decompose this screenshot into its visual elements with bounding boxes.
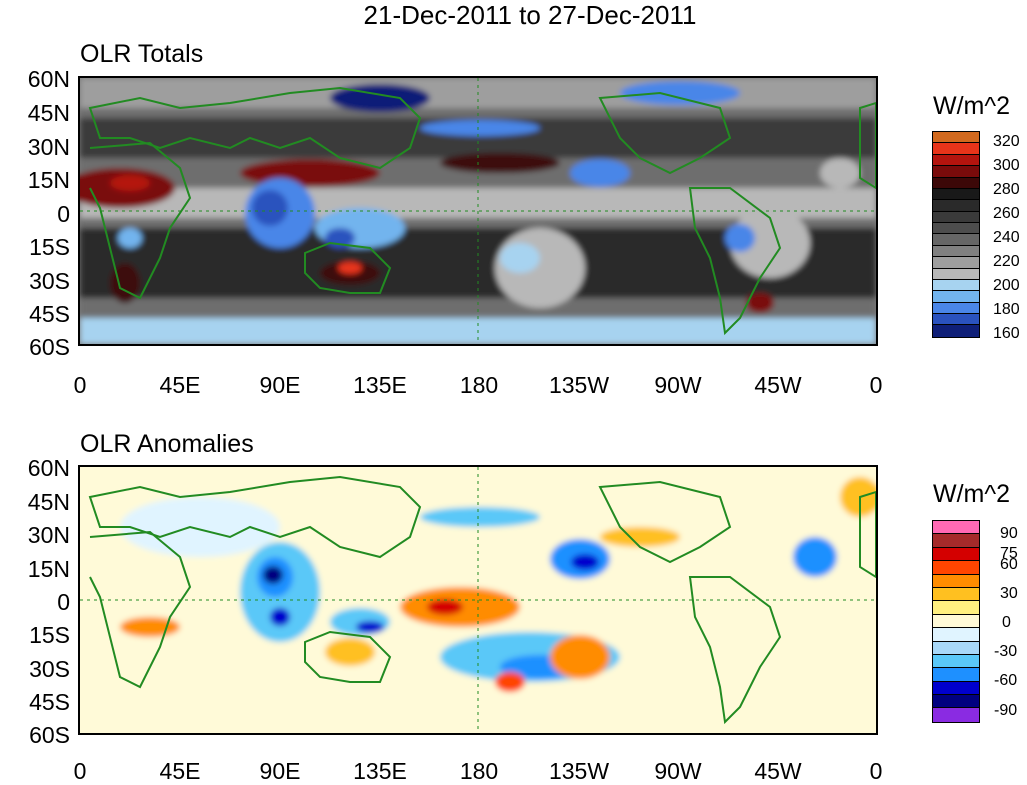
figure-title: 21-Dec-2011 to 27-Dec-2011	[363, 0, 697, 30]
colorbar-swatch	[933, 166, 979, 178]
colorbar-swatch	[933, 601, 979, 615]
colorbar-swatch	[933, 681, 979, 696]
colorbar-swatch	[933, 708, 979, 722]
anomalies-x-tick: 180	[459, 758, 499, 784]
anomalies-colorbar-label: 60	[1000, 556, 1018, 573]
colorbar-swatch	[933, 314, 979, 326]
colorbar-swatch	[933, 628, 979, 642]
colorbar-swatch	[933, 695, 979, 709]
anomalies-x-tick: 0	[869, 758, 883, 784]
colorbar-swatch	[933, 154, 979, 167]
colorbar-swatch	[933, 587, 979, 602]
colorbar-swatch	[933, 325, 979, 337]
totals-y-tick: 15N	[27, 167, 70, 193]
colorbar-swatch	[933, 245, 979, 258]
colorbar-swatch	[933, 268, 979, 280]
anomalies-x-tick: 90E	[259, 758, 301, 784]
colorbar-swatch	[933, 302, 979, 314]
totals-map-field	[80, 78, 876, 344]
anomalies-x-tick: 45W	[754, 758, 802, 784]
anomalies-y-tick: 60N	[27, 455, 70, 481]
totals-colorbar-label: 180	[993, 301, 1020, 318]
anomalies-y-tick: 45S	[29, 689, 70, 715]
totals-y-tick: 0	[57, 201, 70, 227]
anomalies-colorbar-label: -60	[994, 672, 1018, 689]
totals-y-tick: 15S	[29, 234, 70, 260]
colorbar-swatch	[933, 547, 979, 562]
totals-colorbar-label: 160	[993, 325, 1020, 342]
totals-x-tick: 45E	[159, 372, 201, 398]
totals-coastlines	[88, 86, 876, 336]
totals-x-tick: 0	[869, 372, 883, 398]
totals-x-tick: 135W	[548, 372, 610, 398]
totals-colorbar-units: W/m^2	[933, 92, 1011, 120]
anomalies-map	[78, 465, 878, 735]
colorbar-swatch	[933, 279, 979, 292]
anomalies-map-field	[80, 467, 876, 733]
totals-y-tick: 30S	[29, 268, 70, 294]
totals-x-tick: 90W	[654, 372, 702, 398]
totals-colorbar-label: 320	[993, 133, 1020, 150]
anomalies-x-tick: 90W	[654, 758, 702, 784]
anomalies-colorbar-label: 75	[1000, 545, 1018, 562]
anomalies-x-tick: 135W	[548, 758, 610, 784]
totals-x-tick: 180	[459, 372, 499, 398]
anomalies-y-tick: 45N	[27, 489, 70, 515]
colorbar-swatch	[933, 143, 979, 155]
totals-colorbar-label: 300	[993, 157, 1020, 174]
totals-colorbar-label: 240	[993, 229, 1020, 246]
colorbar-swatch	[933, 188, 979, 201]
totals-y-tick: 45S	[29, 301, 70, 327]
colorbar-swatch	[933, 534, 979, 548]
anomalies-colorbar-units: W/m^2	[933, 480, 1011, 508]
totals-colorbar-label: 280	[993, 181, 1020, 198]
colorbar-swatch	[933, 200, 979, 212]
anomalies-colorbar-label: 0	[1002, 614, 1011, 631]
colorbar-swatch	[933, 654, 979, 669]
colorbar-swatch	[933, 257, 979, 269]
colorbar-swatch	[933, 521, 979, 535]
totals-x-tick: 45W	[754, 372, 802, 398]
totals-colorbar-label: 200	[993, 277, 1020, 294]
colorbar-swatch	[933, 561, 979, 575]
colorbar-swatch	[933, 574, 979, 588]
anomalies-y-tick: 60S	[29, 722, 70, 748]
totals-colorbar-label: 220	[993, 253, 1020, 270]
totals-y-tick: 60N	[27, 66, 70, 92]
anomalies-y-tick: 0	[57, 589, 70, 615]
totals-y-tick: 30N	[27, 134, 70, 160]
colorbar-swatch	[933, 641, 979, 655]
anomalies-x-tick: 135E	[353, 758, 407, 784]
anomalies-x-tick: 45E	[159, 758, 201, 784]
colorbar-swatch	[933, 234, 979, 246]
totals-y-tick: 45N	[27, 100, 70, 126]
totals-panel-title: OLR Totals	[80, 40, 204, 68]
anomalies-coastlines	[88, 475, 876, 725]
anomalies-y-tick: 30N	[27, 522, 70, 548]
totals-y-tick: 60S	[29, 334, 70, 360]
anomalies-x-tick: 0	[73, 758, 87, 784]
anomalies-y-tick: 30S	[29, 656, 70, 682]
colorbar-swatch	[933, 291, 979, 303]
colorbar-swatch	[933, 223, 979, 235]
anomalies-y-tick: 15S	[29, 622, 70, 648]
anomalies-panel-title: OLR Anomalies	[80, 430, 254, 458]
anomalies-colorbar-label: -90	[994, 702, 1018, 719]
anomalies-colorbar-label: 30	[1000, 585, 1018, 602]
colorbar-swatch	[933, 132, 979, 144]
totals-colorbar-label: 260	[993, 205, 1020, 222]
colorbar-swatch	[933, 614, 979, 629]
anomalies-colorbar-label: -30	[994, 643, 1018, 660]
colorbar-swatch	[933, 668, 979, 682]
totals-x-tick: 90E	[259, 372, 301, 398]
colorbar-swatch	[933, 177, 979, 189]
totals-x-tick: 0	[73, 372, 87, 398]
anomalies-y-tick: 15N	[27, 556, 70, 582]
anomalies-colorbar	[932, 520, 980, 723]
colorbar-swatch	[933, 211, 979, 223]
anomalies-colorbar-label: 90	[1000, 525, 1018, 542]
totals-colorbar	[932, 131, 980, 338]
totals-map	[78, 76, 878, 346]
totals-x-tick: 135E	[353, 372, 407, 398]
